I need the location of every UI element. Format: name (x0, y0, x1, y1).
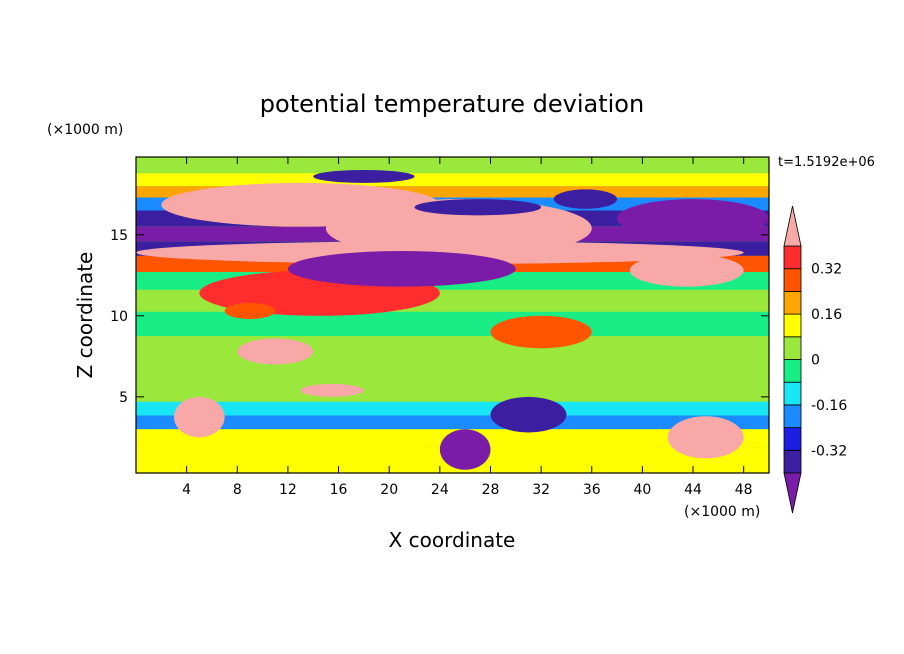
field-feature (173, 396, 225, 438)
y-tick-label: 10 (110, 309, 128, 325)
x-unit-label: (×1000 m) (684, 504, 760, 520)
field-feature (629, 254, 744, 287)
x-tick-label: 44 (684, 482, 702, 498)
colorbar-box (783, 336, 802, 360)
colorbar-box (783, 449, 802, 474)
y-axis-label: Z coordinate (73, 252, 97, 379)
x-tick-label: 12 (279, 482, 297, 498)
field-feature (287, 250, 516, 287)
field-band (136, 157, 769, 174)
field-band (136, 186, 769, 198)
x-tick-label: 40 (633, 482, 651, 498)
x-axis-label: X coordinate (389, 528, 516, 552)
contour-field (136, 157, 769, 473)
colorbar-tick-label: 0.16 (811, 307, 842, 323)
x-tick-label: 28 (482, 482, 500, 498)
y-tick-label: 15 (110, 228, 128, 244)
field-band (136, 383, 769, 402)
colorbar-box (783, 427, 802, 451)
field-feature (490, 315, 592, 349)
colorbar-box (783, 268, 802, 292)
x-tick-label: 48 (735, 482, 753, 498)
colorbar-tick-label: 0 (811, 353, 820, 369)
field-band (136, 173, 769, 187)
field-feature (414, 199, 542, 216)
field-feature (313, 169, 415, 183)
field-feature (490, 396, 567, 433)
colorbar-tick-label: 0.32 (811, 262, 842, 278)
x-tick-label: 4 (182, 482, 191, 498)
field-band (136, 415, 769, 430)
x-tick-label: 16 (330, 482, 348, 498)
colorbar-box (783, 313, 802, 338)
field-feature (237, 338, 314, 365)
colorbar-box (783, 359, 802, 383)
x-tick-label: 8 (233, 482, 242, 498)
colorbar-max-arrow (783, 205, 802, 247)
field-feature (667, 416, 744, 459)
y-unit-label: (×1000 m) (47, 122, 123, 138)
y-tick-label: 5 (119, 390, 128, 406)
field-feature (553, 189, 618, 209)
colorbar-box (783, 404, 802, 428)
colorbar-tick-label: -0.16 (811, 398, 847, 414)
field-band (136, 360, 769, 384)
chart-title: potential temperature deviation (260, 90, 644, 118)
x-tick-label: 24 (431, 482, 449, 498)
x-tick-label: 36 (583, 482, 601, 498)
plot-frame (135, 156, 770, 474)
colorbar-tick-label: -0.32 (811, 443, 847, 459)
field-feature (300, 383, 364, 397)
field-feature (439, 429, 491, 470)
field-feature (224, 302, 276, 320)
colorbar-box (783, 290, 802, 315)
x-tick-label: 32 (532, 482, 550, 498)
field-band (136, 336, 769, 361)
colorbar: 0.32 0.16 0 -0.16 -0.32 (783, 205, 847, 514)
time-label: t=1.5192e+06 (778, 155, 875, 170)
x-tick-label: 20 (380, 482, 398, 498)
colorbar-box (783, 245, 802, 270)
colorbar-box (783, 381, 802, 406)
field-band (136, 401, 769, 416)
colorbar-min-arrow (783, 472, 802, 514)
field-feature (617, 199, 769, 239)
